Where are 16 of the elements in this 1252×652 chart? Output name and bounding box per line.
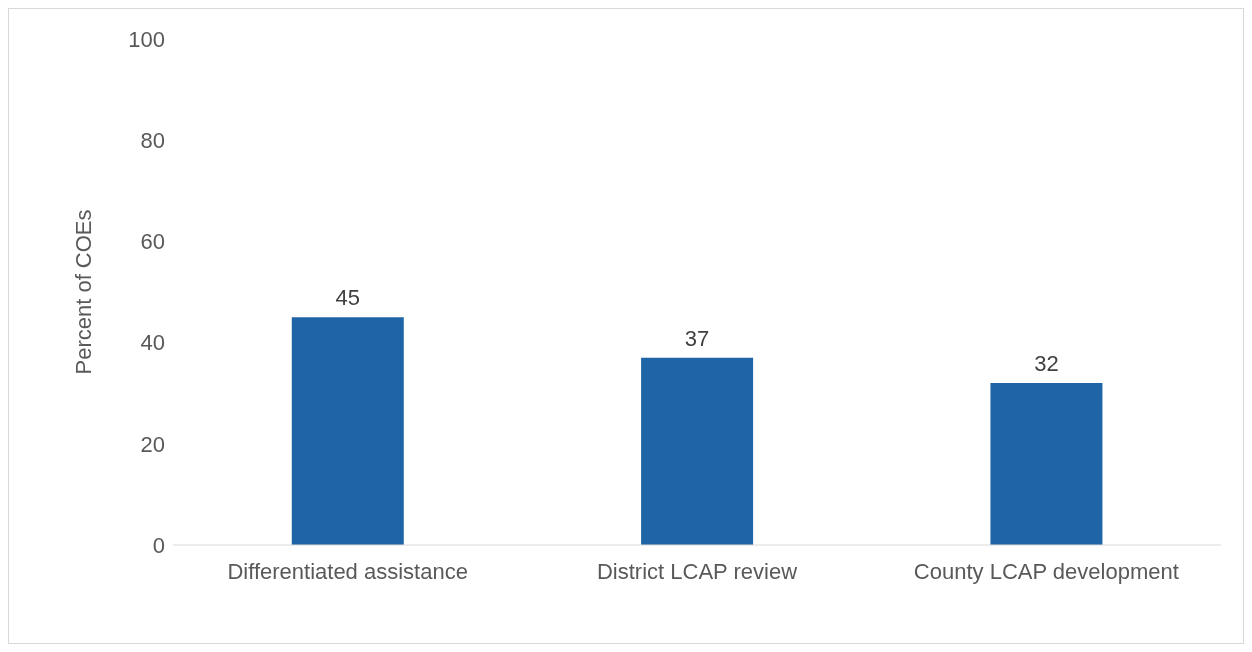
y-tick-label: 0 — [152, 532, 165, 558]
x-tick-label: District LCAP review — [596, 558, 798, 584]
x-tick-label: County LCAP development — [913, 558, 1179, 584]
bar — [291, 317, 404, 545]
y-tick-label: 100 — [128, 26, 165, 52]
data-label: 32 — [1034, 351, 1059, 377]
bar — [641, 357, 754, 545]
y-tick-label: 60 — [140, 229, 165, 255]
y-tick-label: 40 — [140, 330, 165, 356]
data-label: 45 — [335, 285, 361, 311]
data-label: 37 — [684, 325, 710, 351]
y-tick-label: 80 — [140, 128, 165, 154]
y-tick-label: 20 — [140, 431, 165, 457]
bar — [990, 383, 1103, 545]
y-axis-title: Percent of COEs — [70, 209, 96, 375]
x-tick-label: Differentiated assistance — [227, 558, 468, 584]
